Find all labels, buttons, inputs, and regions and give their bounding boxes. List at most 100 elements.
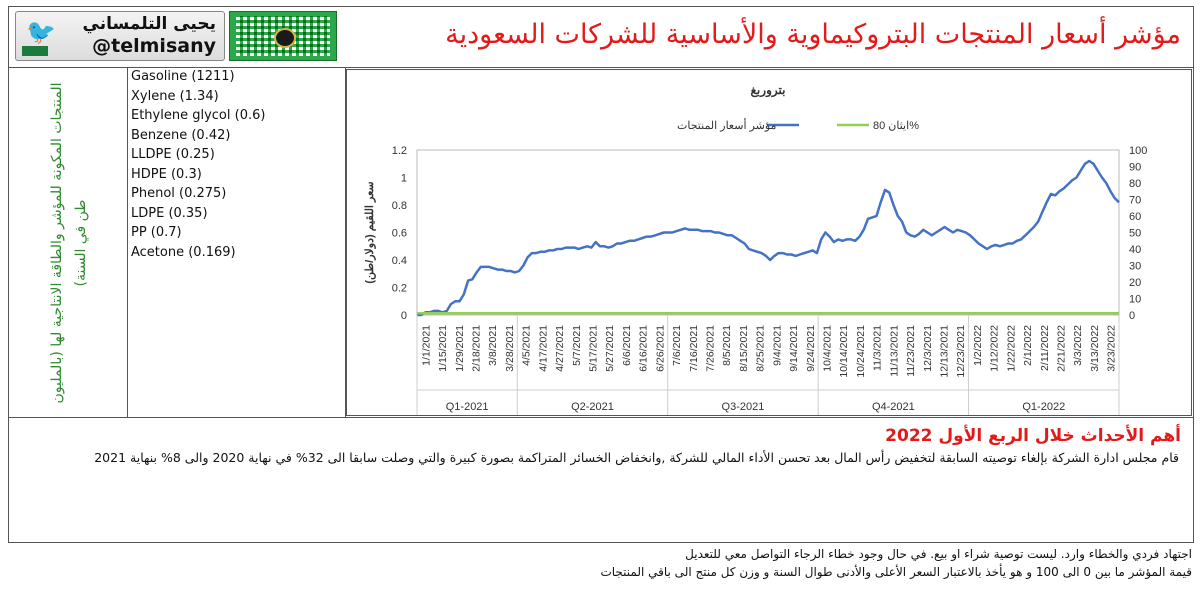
y-tick-label: 0.6 [392,228,407,240]
legend-label-index: مؤشر أسعار المنتجات [677,118,777,132]
x-tick-label: 11/3/2021 [872,325,884,371]
y2-tick-label: 0 [1129,310,1135,322]
footer: اجتهاد فردي والخطاء وارد. ليست توصية شرا… [600,545,1192,581]
x-tick-label: 1/2/2022 [972,325,984,366]
x-tick-label: 12/13/2021 [939,325,951,378]
left-note-text: المنتجات المكونة للمؤشر والطاقة الانتاجي… [49,82,89,404]
report-frame: 🐦 يحيى التلمساني @telmisany مؤشر أسعار ا… [8,6,1194,543]
qr-logo-icon [274,28,296,48]
x-tick-label: 4/17/2021 [537,325,549,372]
x-tick-label: 2/21/2022 [1056,325,1068,372]
x-tick-label: 9/14/2021 [788,325,800,372]
quarter-label: Q4-2021 [872,401,915,413]
product-item: Benzene (0.42) [131,127,231,143]
quarter-label: Q3-2021 [722,401,765,413]
x-tick-label: 1/29/2021 [454,325,466,372]
quarter-label: Q2-2021 [571,401,614,413]
y-tick-label: 1.2 [392,145,407,157]
x-tick-label: 7/16/2021 [688,325,700,372]
y-tick-label: 0 [401,310,407,322]
x-tick-label: 1/1/2021 [420,325,432,366]
header: 🐦 يحيى التلمساني @telmisany مؤشر أسعار ا… [9,7,1193,68]
y2-tick-label: 30 [1129,261,1141,273]
x-tick-label: 4/27/2021 [554,325,566,372]
x-tick-label: 10/14/2021 [838,325,850,378]
x-tick-label: 5/17/2021 [588,325,600,372]
x-tick-label: 1/12/2022 [989,325,1001,372]
x-tick-label: 11/23/2021 [905,325,917,377]
y-tick-label: 0.4 [392,255,407,267]
y2-tick-label: 70 [1129,195,1141,207]
product-item: Gasoline (1211) [131,69,235,84]
y2-tick-label: 60 [1129,211,1141,223]
x-tick-label: 3/28/2021 [504,325,516,372]
x-tick-label: 3/8/2021 [487,325,499,366]
y2-tick-label: 90 [1129,162,1141,174]
x-tick-label: 1/15/2021 [437,325,449,372]
x-tick-label: 10/4/2021 [822,325,834,372]
y2-tick-label: 80 [1129,178,1141,190]
y2-tick-label: 20 [1129,277,1141,289]
x-tick-label: 7/6/2021 [671,325,683,366]
product-item: Ethylene glycol (0.6) [131,108,266,123]
x-tick-label: 11/13/2021 [888,325,900,377]
twitter-badge[interactable]: 🐦 يحيى التلمساني @telmisany [15,11,225,61]
chart-title: بتروربغ [751,83,786,98]
footer-index-note: قيمة المؤشر ما بين 0 الى 100 و هو يأخذ ب… [600,565,1192,579]
x-tick-label: 2/11/2022 [1039,325,1051,371]
x-tick-label: 10/24/2021 [855,325,867,378]
x-tick-label: 3/13/2022 [1089,325,1101,372]
x-tick-label: 5/7/2021 [571,325,583,366]
x-tick-label: 6/6/2021 [621,325,633,366]
x-tick-label: 8/5/2021 [721,325,733,366]
x-tick-label: 7/26/2021 [705,325,717,372]
y-tick-label: 0.8 [392,200,407,212]
x-tick-label: 4/5/2021 [521,325,533,366]
left-note-panel: المنتجات المكونة للمؤشر والطاقة الانتاجي… [9,67,128,417]
y2-tick-label: 100 [1129,145,1147,157]
y2-tick-label: 50 [1129,228,1141,240]
x-tick-label: 2/1/2022 [1022,325,1034,366]
flag-icon [22,46,48,56]
x-tick-label: 1/22/2022 [1005,325,1017,372]
y2-tick-label: 40 [1129,244,1141,256]
twitter-handle[interactable]: @telmisany [92,35,216,57]
product-item: Acetone (0.169) [131,244,236,260]
y-axis-label: سعر اللقيم (دولار/طن) [364,181,376,283]
x-tick-label: 9/4/2021 [771,325,783,366]
product-item: HDPE (0.3) [131,166,202,182]
x-tick-label: 5/27/2021 [604,325,616,372]
x-tick-label: 9/24/2021 [805,325,817,372]
quarter-label: Q1-2021 [446,401,489,413]
product-item: LDPE (0.35) [131,205,208,221]
products-list: Gasoline (1211) Xylene (1.34) Ethylene gly… [127,67,346,417]
qr-code [229,11,337,61]
events-panel: أهم الأحداث خلال الربع الأول 2022 قام مج… [9,417,1193,545]
x-tick-label: 12/3/2021 [922,325,934,372]
product-item: Phenol (0.275) [131,186,227,201]
plot-area [416,149,1120,316]
footer-disclaimer: اجتهاد فردي والخطاء وارد. ليست توصية شرا… [685,547,1192,561]
x-tick-label: 3/23/2022 [1106,325,1118,372]
x-tick-label: 3/3/2022 [1072,325,1084,366]
bird-icon: 🐦 [26,18,56,46]
product-item: PP (0.7) [131,225,182,240]
chart-panel: بتروربغ مؤشر أسعار المنتجات ايثان 80% 0 0.2 0… [346,69,1192,416]
product-item: Xylene (1.34) [131,88,219,104]
y-tick-label: 1 [401,173,407,185]
page-title: مؤشر أسعار المنتجات البتروكيماوية والأسا… [445,19,1181,50]
product-item: LLDPE (0.25) [131,147,215,162]
y2-tick-label: 10 [1129,294,1141,306]
x-tick-label: 2/18/2021 [471,325,483,372]
y-tick-label: 0.2 [392,283,407,295]
x-tick-label: 8/15/2021 [738,325,750,372]
quarter-label: Q1-2022 [1022,401,1065,413]
events-body: قام مجلس ادارة الشركة بإلغاء توصيته السا… [94,450,1179,465]
twitter-name: يحيى التلمساني [82,14,216,34]
x-tick-label: 6/26/2021 [654,325,666,372]
series-line-index [417,159,1120,317]
legend-label-ethane: ايثان 80% [873,120,919,132]
line-chart: بتروربغ مؤشر أسعار المنتجات ايثان 80% 0 0.2 0… [364,83,1147,415]
x-tick-label: 12/23/2021 [955,325,967,378]
x-tick-label: 8/25/2021 [755,325,767,372]
